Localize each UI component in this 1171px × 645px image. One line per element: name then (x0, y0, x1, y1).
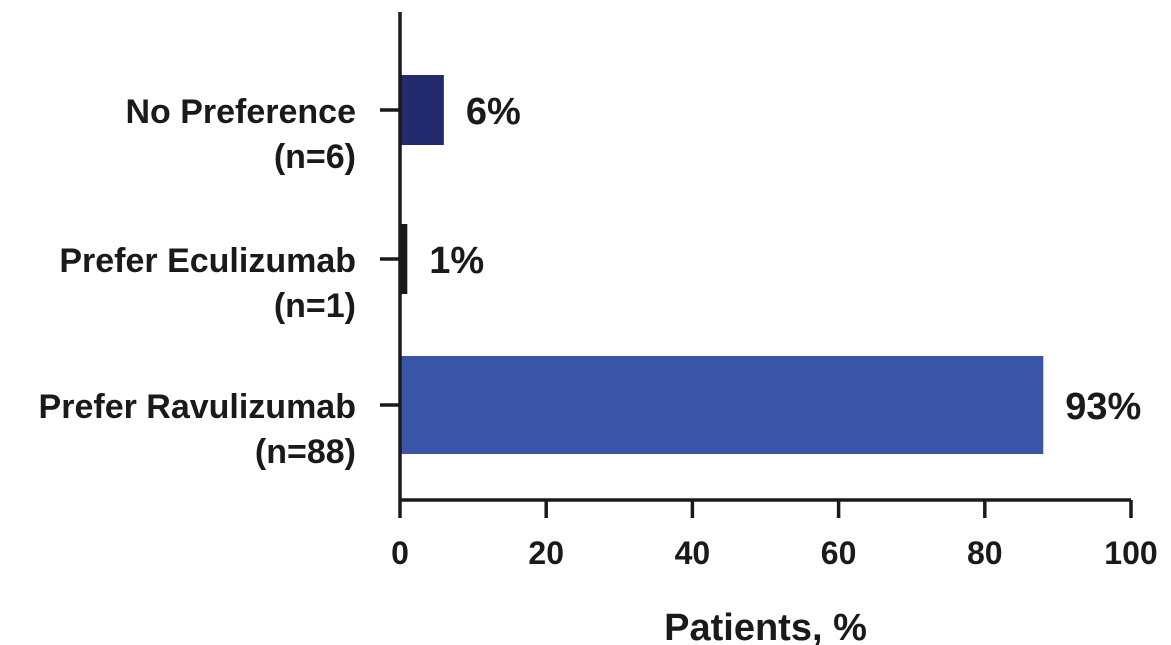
data-labels-group: 6% 1% 93% (429, 91, 1141, 428)
bars-group (400, 75, 1044, 454)
x-tick-label: 20 (528, 535, 564, 571)
bar-1 (400, 75, 444, 145)
bar-value-label: 6% (466, 91, 521, 133)
x-tick-label: 100 (1104, 535, 1157, 571)
bar-value-label: 1% (429, 240, 484, 282)
x-tick-label: 60 (821, 535, 857, 571)
bar-value-label: 93% (1065, 386, 1141, 428)
category-count-label: (n=88) (255, 433, 356, 471)
x-tick-label: 0 (391, 535, 409, 571)
category-label: No Preference (125, 93, 356, 131)
category-count-label: (n=1) (274, 287, 356, 325)
axes-group (398, 12, 1131, 502)
x-axis-title: Patients, % (664, 607, 867, 645)
category-count-label: (n=6) (274, 138, 356, 176)
x-tick-label: 80 (967, 535, 1003, 571)
bar-2 (400, 224, 408, 294)
category-label: Prefer Eculizumab (59, 242, 356, 280)
bar-3 (400, 356, 1044, 454)
x-tick-label: 40 (675, 535, 711, 571)
category-label: Prefer Ravulizumab (39, 388, 356, 426)
y-ticks-group: No Preference (n=6) Prefer Eculizumab (n=1)… (39, 93, 400, 471)
x-ticks-group: 0 20 40 60 80 100 (391, 500, 1158, 571)
